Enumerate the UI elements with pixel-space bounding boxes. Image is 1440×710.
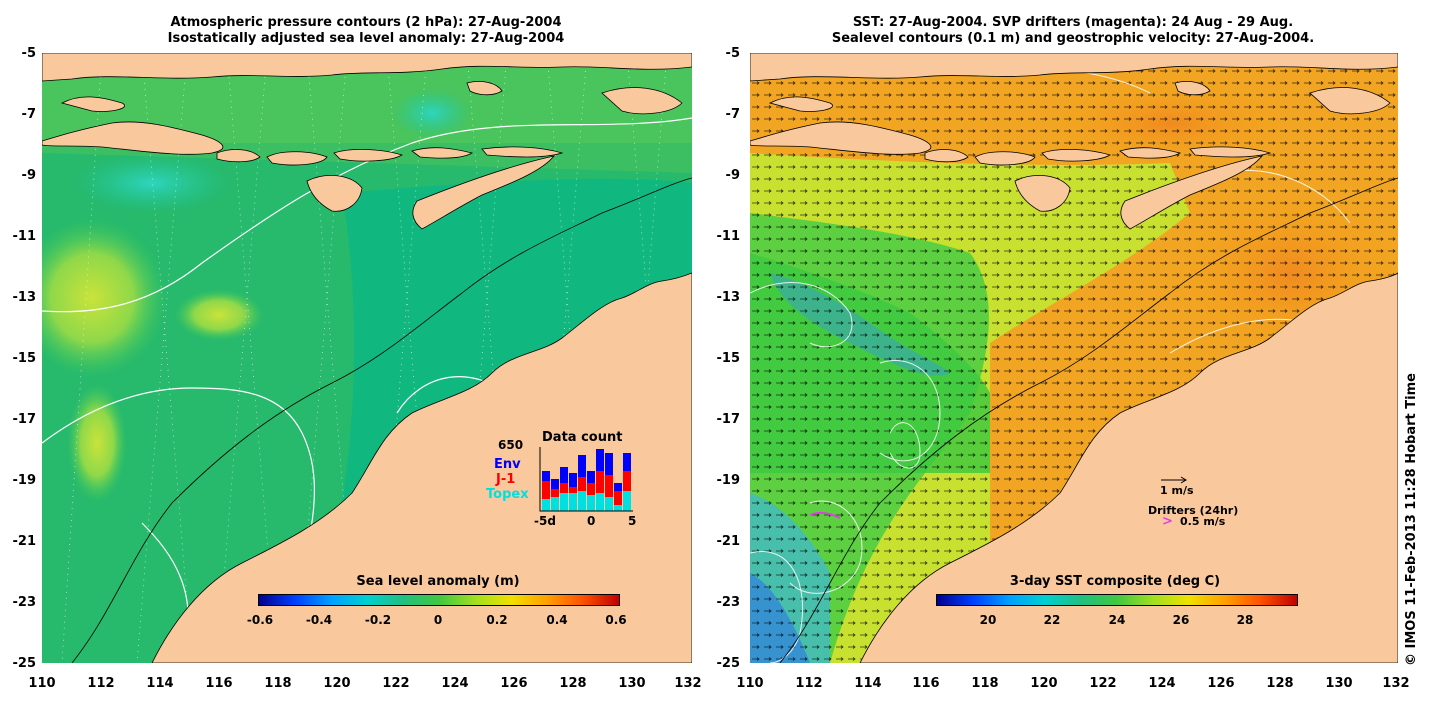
sst-tick: 24	[1108, 613, 1126, 627]
x-tick: 116	[912, 676, 940, 691]
x-tick: 110	[736, 676, 764, 691]
right-title-line2: Sealevel contours (0.1 m) and geostrophi…	[831, 31, 1315, 46]
x-tick: 116	[205, 676, 233, 691]
y-tick: -13	[12, 290, 37, 305]
y-tick: -9	[725, 168, 740, 183]
y-tick: -5	[725, 46, 740, 61]
hist-xtick: 0	[587, 514, 596, 528]
y-tick: -23	[12, 595, 37, 610]
y-tick: -11	[12, 229, 37, 244]
sea-level-anomaly-map	[42, 53, 692, 663]
x-tick: 120	[1030, 676, 1058, 691]
sst-tick: 22	[1043, 613, 1061, 627]
sla-tick: 0.6	[605, 613, 627, 627]
x-tick: 130	[1325, 676, 1353, 691]
legend-env: Env	[494, 457, 521, 472]
sla-map-graphic	[42, 53, 692, 663]
x-tick: 112	[795, 676, 823, 691]
y-tick: -13	[716, 290, 741, 305]
y-tick: -15	[716, 351, 741, 366]
y-tick: -17	[12, 412, 37, 427]
x-tick: 122	[382, 676, 410, 691]
legend-j1: J-1	[496, 472, 516, 487]
drifters-label: Drifters (24hr)	[1148, 504, 1239, 517]
y-tick: -21	[716, 534, 741, 549]
sla-tick: 0	[433, 613, 443, 627]
x-tick: 126	[500, 676, 528, 691]
x-tick: 118	[264, 676, 292, 691]
x-tick: 114	[146, 676, 174, 691]
sst-map	[750, 53, 1398, 663]
y-tick: -19	[12, 473, 37, 488]
legend-topex: Topex	[486, 487, 529, 502]
x-tick: 132	[1382, 676, 1410, 691]
data-count-total: 650	[498, 438, 524, 452]
y-tick: -15	[12, 351, 37, 366]
drifters-scale-icon: >	[1162, 514, 1173, 529]
x-tick: 112	[87, 676, 115, 691]
x-tick: 114	[854, 676, 882, 691]
velocity-scale-label: 1 m/s	[1160, 484, 1194, 497]
y-tick: -23	[716, 595, 741, 610]
x-tick: 122	[1089, 676, 1117, 691]
data-count-histogram	[539, 447, 633, 512]
x-tick: 128	[559, 676, 587, 691]
y-tick: -9	[21, 168, 36, 183]
sst-tick: 28	[1236, 613, 1254, 627]
x-tick: 120	[323, 676, 351, 691]
sla-tick: 0.4	[546, 613, 568, 627]
sla-tick: -0.2	[364, 613, 392, 627]
sla-tick: -0.4	[305, 613, 333, 627]
sla-colorbar	[258, 594, 620, 606]
y-tick: -21	[12, 534, 37, 549]
y-tick: -25	[716, 656, 741, 671]
drifters-scale: 0.5 m/s	[1180, 515, 1226, 528]
y-tick: -7	[21, 107, 36, 122]
x-tick: 126	[1207, 676, 1235, 691]
y-tick: -19	[716, 473, 741, 488]
sst-colorbar	[936, 594, 1298, 606]
x-tick: 124	[1148, 676, 1176, 691]
sst-colorbar-title: 3-day SST composite (deg C)	[1009, 574, 1221, 589]
right-title-line1: SST: 27-Aug-2004. SVP drifters (magenta)…	[852, 15, 1294, 30]
x-tick: 110	[28, 676, 56, 691]
data-count-title: Data count	[542, 430, 623, 445]
sst-tick: 26	[1172, 613, 1190, 627]
x-tick: 132	[674, 676, 702, 691]
hist-xtick: 5	[628, 514, 637, 528]
histogram-bars	[542, 449, 631, 511]
left-title-line2: Isostatically adjusted sea level anomaly…	[167, 31, 565, 46]
sla-tick: 0.2	[486, 613, 508, 627]
y-tick: -17	[716, 412, 741, 427]
x-tick: 124	[441, 676, 469, 691]
y-tick: -5	[21, 46, 36, 61]
imos-credit: © IMOS 11-Feb-2013 11:28 Hobart Time	[1404, 373, 1419, 666]
velocity-scale-arrow	[1161, 476, 1187, 484]
x-tick: 130	[618, 676, 646, 691]
left-title-line1: Atmospheric pressure contours (2 hPa): 2…	[170, 15, 562, 30]
drifter-track	[809, 511, 841, 519]
sst-map-graphic	[750, 53, 1398, 663]
hist-xtick: -5d	[534, 514, 556, 528]
sla-colorbar-title: Sea level anomaly (m)	[356, 574, 520, 589]
y-tick: -11	[716, 229, 741, 244]
y-tick: -7	[725, 107, 740, 122]
right-title: SST: 27-Aug-2004. SVP drifters (magenta)…	[748, 15, 1398, 47]
sla-tick: -0.6	[246, 613, 274, 627]
x-tick: 118	[971, 676, 999, 691]
left-title: Atmospheric pressure contours (2 hPa): 2…	[40, 15, 692, 47]
x-tick: 128	[1266, 676, 1294, 691]
y-tick: -25	[12, 656, 37, 671]
sst-tick: 20	[979, 613, 997, 627]
